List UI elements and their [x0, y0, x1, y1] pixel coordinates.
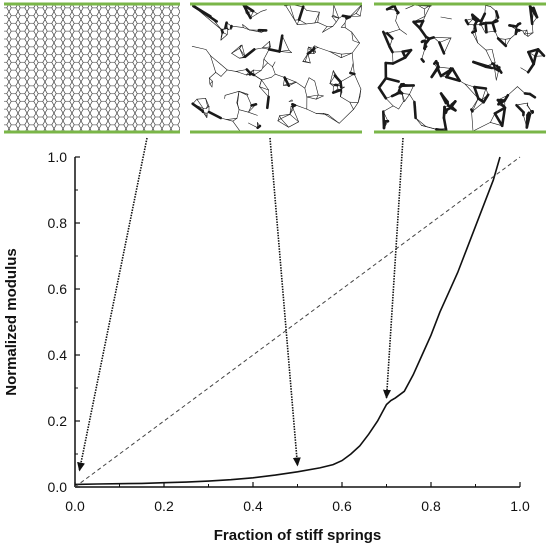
inset-regular-hexagonal-network: [4, 2, 180, 134]
y-tick-label: 0.0: [48, 479, 68, 495]
annotation-arrow: [383, 137, 404, 399]
x-axis-title: Fraction of stiff springs: [214, 527, 382, 544]
annotation-arrow: [77, 137, 148, 472]
series-layer: [74, 156, 521, 488]
x-ticks: 0.0 0.2 0.4 0.6 0.8 1.0: [65, 482, 530, 514]
modulus-curve: [74, 156, 501, 486]
annotation-arrows: [77, 137, 404, 472]
y-axis-title: Normalized modulus: [3, 248, 20, 396]
inset-highly-stiff-network: [374, 2, 546, 134]
reference-diagonal-line: [74, 156, 521, 488]
x-tick-label: 0.0: [65, 498, 85, 514]
y-tick-label: 0.6: [48, 281, 68, 297]
y-tick-label: 0.2: [48, 413, 68, 429]
annotation-arrow: [269, 137, 301, 467]
y-tick-label: 0.8: [48, 215, 68, 231]
x-tick-label: 1.0: [510, 498, 530, 514]
y-ticks: 0.0 0.2 0.4 0.6 0.8 1.0: [48, 149, 80, 495]
plot-area: 0.0 0.2 0.4 0.6 0.8 1.0 0.0 0.2 0.4 0.6 0.8 1.0: [48, 137, 530, 514]
x-tick-label: 0.2: [154, 498, 174, 514]
x-tick-label: 0.8: [421, 498, 441, 514]
x-tick-label: 0.6: [332, 498, 352, 514]
y-tick-label: 1.0: [48, 149, 68, 165]
x-tick-label: 0.4: [243, 498, 263, 514]
inset-partially-stiff-network: [190, 2, 362, 134]
y-tick-label: 0.4: [48, 347, 68, 363]
